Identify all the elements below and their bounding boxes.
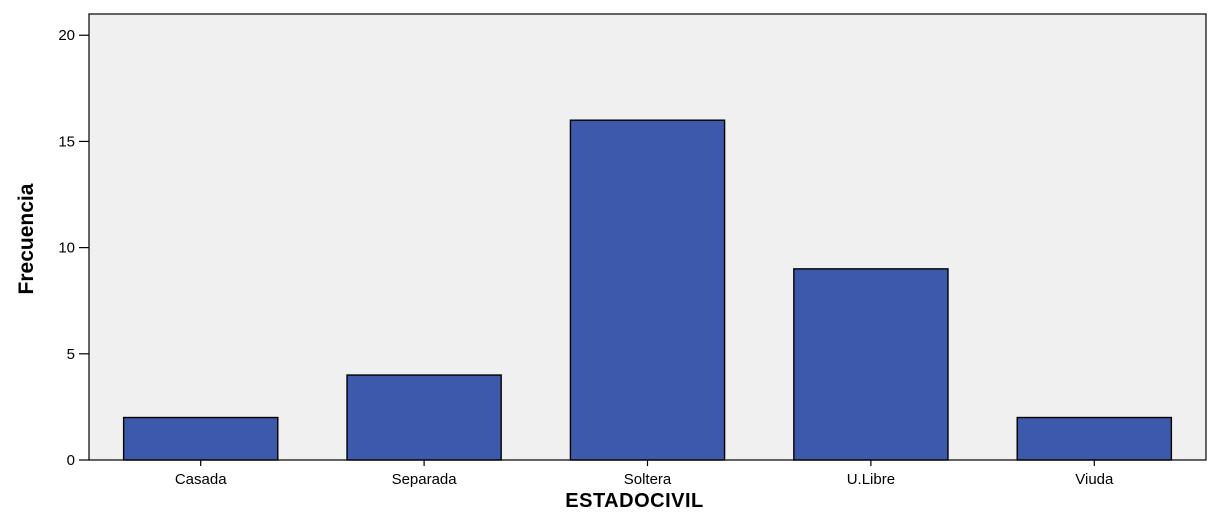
- x-tick-label: U.Libre: [847, 471, 895, 488]
- x-tick-label: Separada: [392, 471, 458, 488]
- bar-u-libre: [793, 268, 949, 461]
- bar-casada: [122, 416, 279, 461]
- x-tick-label: Casada: [175, 471, 227, 488]
- y-tick-label: 15: [58, 133, 75, 150]
- x-tick-label: Soltera: [624, 471, 672, 488]
- bar-separada: [346, 374, 502, 461]
- y-tick-label: 10: [58, 240, 75, 257]
- bar-soltera: [569, 119, 726, 461]
- y-tick-label: 20: [58, 27, 75, 44]
- y-axis-label: Frecuencia: [15, 183, 38, 294]
- x-axis: Casada Separada Soltera U.Libre Viuda: [175, 460, 1114, 488]
- bar-viuda: [1016, 416, 1173, 461]
- bars-group: [122, 119, 1173, 461]
- x-tick-label: Viuda: [1075, 471, 1114, 488]
- x-axis-label: ESTADOCIVIL: [565, 490, 703, 512]
- y-tick-label: 0: [67, 452, 75, 469]
- y-axis: 0 5 10 15 20: [58, 27, 89, 469]
- y-tick-label: 5: [67, 346, 75, 363]
